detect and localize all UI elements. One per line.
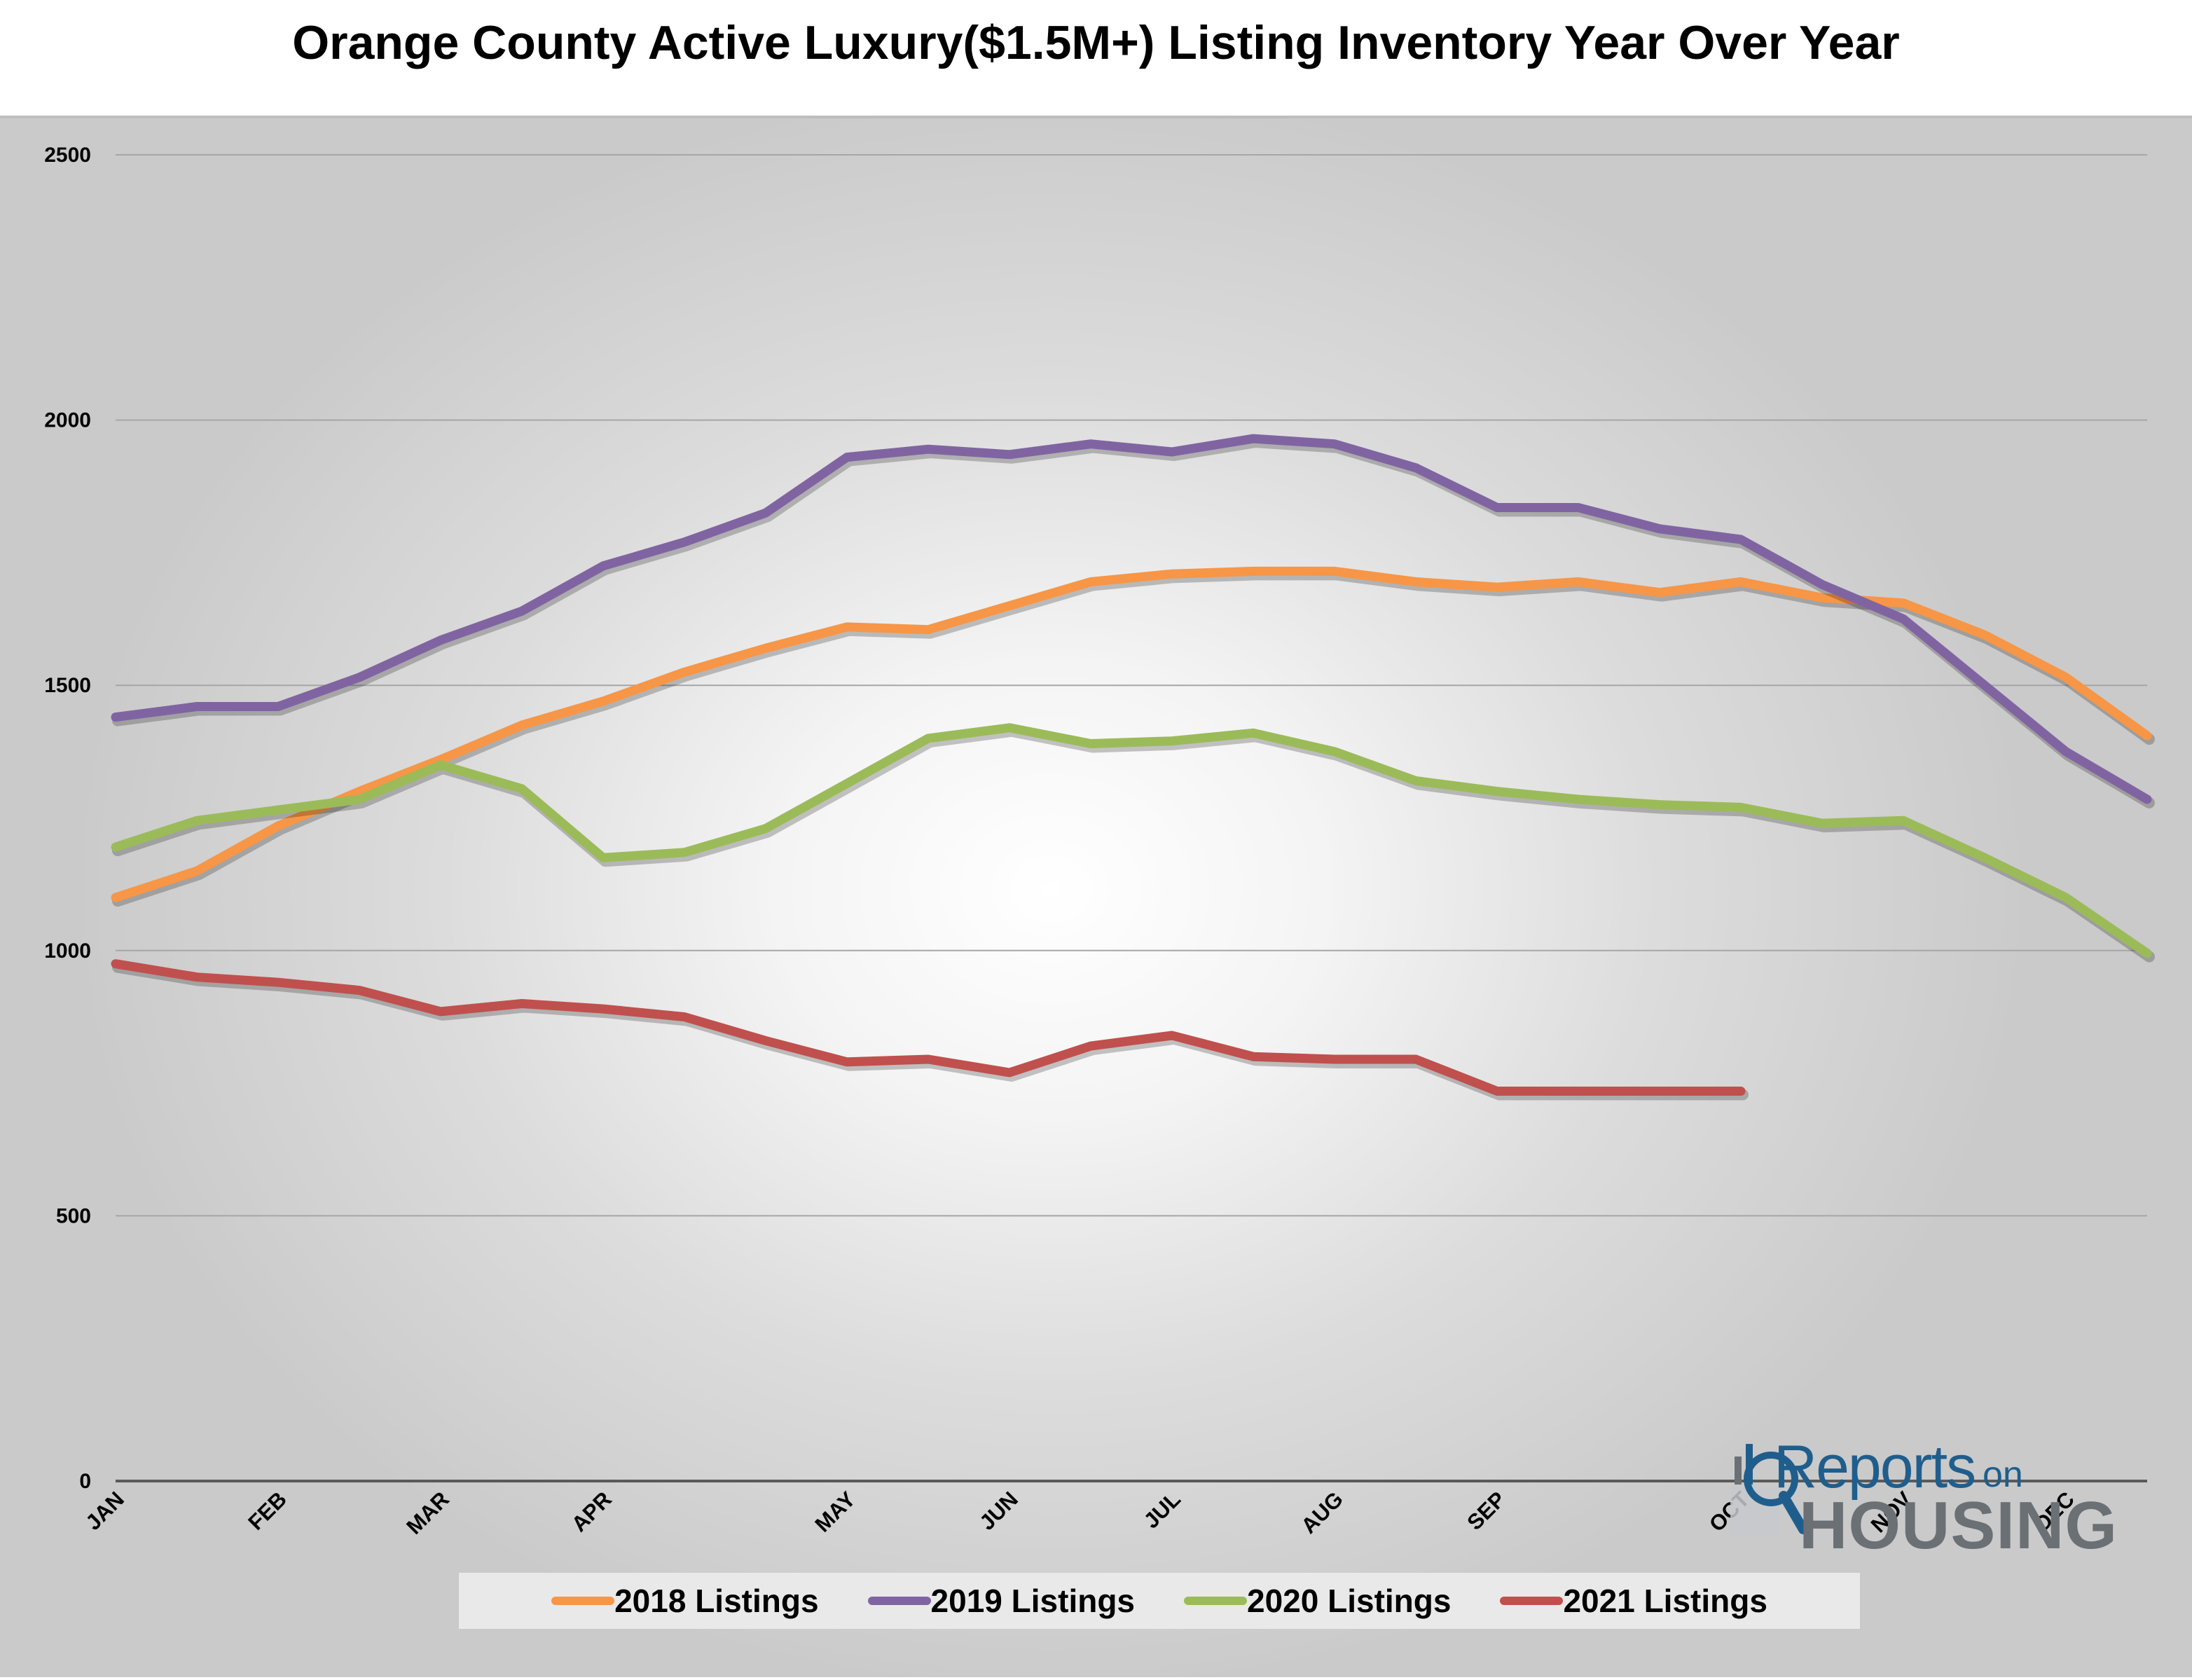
legend-swatch-2020 (1184, 1597, 1247, 1605)
legend-label-2021: 2021 Listings (1563, 1583, 1767, 1619)
chart-title: Orange County Active Luxury($1.5M+) List… (292, 16, 1900, 69)
gridlines (116, 154, 2147, 1482)
plot-area: 0 500 1000 1500 2000 2500 JAN FEB MAR APR MAY JUN J… (0, 116, 2192, 1677)
legend-label-2020: 2020 Listings (1247, 1583, 1452, 1619)
x-tick-label-mar: MAR (401, 1487, 454, 1539)
x-tick-label-jun: JUN (974, 1487, 1023, 1535)
series-line-2020-listings (111, 723, 2152, 958)
y-axis-ticks: 0 500 1000 1500 2000 2500 (44, 144, 91, 1493)
y-tick-label: 2000 (44, 409, 91, 432)
x-tick-label-jan: JAN (81, 1487, 129, 1535)
logo-housing-text: HOUSING (1799, 1488, 2118, 1563)
legend-label-2018: 2018 Listings (614, 1583, 819, 1619)
y-tick-label: 1500 (44, 674, 91, 697)
legend: 2018 Listings 2019 Listings 2020 Listing… (459, 1573, 1860, 1629)
legend-swatch-2019 (867, 1597, 931, 1605)
legend-item-2019: 2019 Listings (867, 1582, 1135, 1620)
y-tick-label: 2500 (44, 144, 91, 167)
legend-item-2020: 2020 Listings (1184, 1582, 1451, 1620)
logo-bar-icon (1730, 1444, 1807, 1536)
series-lines (111, 434, 2155, 1101)
series-line-2021-listings (111, 959, 1746, 1096)
y-tick-label: 0 (79, 1470, 91, 1493)
line-chart: 0 500 1000 1500 2000 2500 JAN FEB MAR APR MAY JUN J… (44, 144, 2155, 1539)
x-tick-label-jul: JUL (1139, 1487, 1185, 1533)
x-tick-label-aug: AUG (1296, 1487, 1347, 1538)
legend-item-2021: 2021 Listings (1500, 1582, 1767, 1620)
series-line-2018-listings (111, 566, 2152, 902)
y-tick-label: 1000 (44, 939, 91, 963)
reports-on-housing-logo: Reports on HOUSING (1730, 1433, 2117, 1569)
x-tick-label-apr: APR (567, 1487, 616, 1536)
legend-item-2018: 2018 Listings (551, 1582, 819, 1620)
x-tick-label-feb: FEB (243, 1487, 291, 1535)
legend-swatch-2021 (1500, 1597, 1564, 1605)
legend-swatch-2018 (551, 1597, 615, 1605)
x-tick-label-may: MAY (810, 1487, 860, 1537)
logo-reports-text: Reports (1774, 1433, 1976, 1501)
logo-on-text: on (1983, 1454, 2023, 1495)
series-line-2019-listings (111, 434, 2152, 804)
y-tick-label: 500 (56, 1204, 91, 1227)
legend-label-2019: 2019 Listings (930, 1583, 1135, 1619)
x-tick-label-sep: SEP (1462, 1487, 1510, 1535)
